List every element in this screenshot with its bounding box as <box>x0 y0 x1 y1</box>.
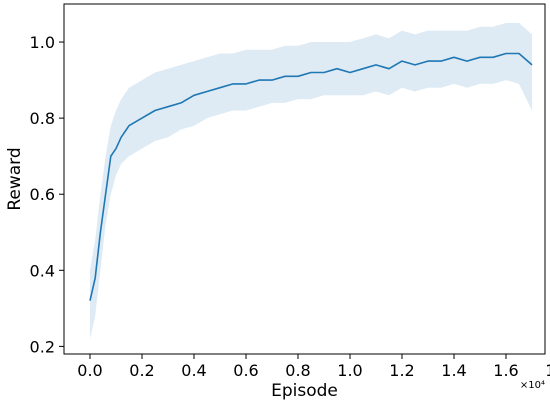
x-tick-label: 1.6 <box>493 361 518 380</box>
x-offset-label: ×10⁴ <box>520 380 545 391</box>
y-ticks: 0.2 0.4 0.6 0.8 1.0 <box>30 33 64 356</box>
band-layer <box>90 23 532 339</box>
y-tick-label: 1.0 <box>30 33 55 52</box>
line-layer <box>89 52 533 301</box>
y-tick-label: 0.4 <box>30 261 55 280</box>
x-tick-label: 1.8 <box>545 361 550 380</box>
x-tick-label: 1.2 <box>389 361 414 380</box>
y-tick-label: 0.6 <box>30 185 55 204</box>
x-axis-label: Episode <box>271 381 338 401</box>
x-tick-label: 1.0 <box>337 361 362 380</box>
x-ticks: 0.0 0.2 0.4 0.6 0.8 1.0 1.2 1.4 1.6 1.8 <box>77 354 550 380</box>
x-tick-label: 0.8 <box>285 361 310 380</box>
x-tick-label: 0.6 <box>233 361 258 380</box>
plot-frame <box>63 3 546 355</box>
x-tick-label: 1.4 <box>441 361 466 380</box>
y-tick-label: 0.8 <box>30 109 55 128</box>
y-axis-label: Reward <box>5 147 25 210</box>
y-tick-label: 0.2 <box>30 337 55 356</box>
x-tick-label: 0.0 <box>77 361 102 380</box>
confidence-band <box>90 23 532 339</box>
x-tick-label: 0.2 <box>129 361 154 380</box>
mean-reward-line <box>89 52 533 301</box>
x-tick-label: 0.4 <box>181 361 206 380</box>
